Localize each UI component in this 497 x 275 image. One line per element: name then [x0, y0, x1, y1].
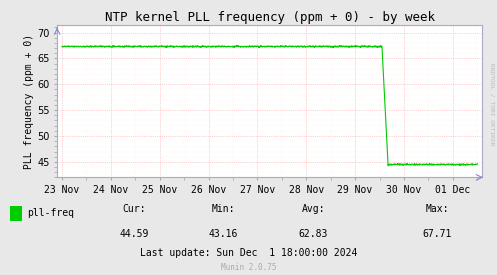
- Text: Avg:: Avg:: [301, 205, 325, 214]
- Text: pll-freq: pll-freq: [27, 208, 75, 218]
- Y-axis label: PLL frequency (ppm + 0): PLL frequency (ppm + 0): [24, 34, 34, 169]
- Title: NTP kernel PLL frequency (ppm + 0) - by week: NTP kernel PLL frequency (ppm + 0) - by …: [105, 10, 434, 24]
- Text: 67.71: 67.71: [422, 229, 452, 239]
- Text: 62.83: 62.83: [298, 229, 328, 239]
- Text: Munin 2.0.75: Munin 2.0.75: [221, 263, 276, 272]
- Text: 43.16: 43.16: [209, 229, 239, 239]
- Text: RRDTOOL / TOBI OETIKER: RRDTOOL / TOBI OETIKER: [490, 63, 495, 146]
- Text: Last update: Sun Dec  1 18:00:00 2024: Last update: Sun Dec 1 18:00:00 2024: [140, 249, 357, 258]
- Text: Max:: Max:: [425, 205, 449, 214]
- Text: 44.59: 44.59: [119, 229, 149, 239]
- Text: Cur:: Cur:: [122, 205, 146, 214]
- Text: Min:: Min:: [212, 205, 236, 214]
